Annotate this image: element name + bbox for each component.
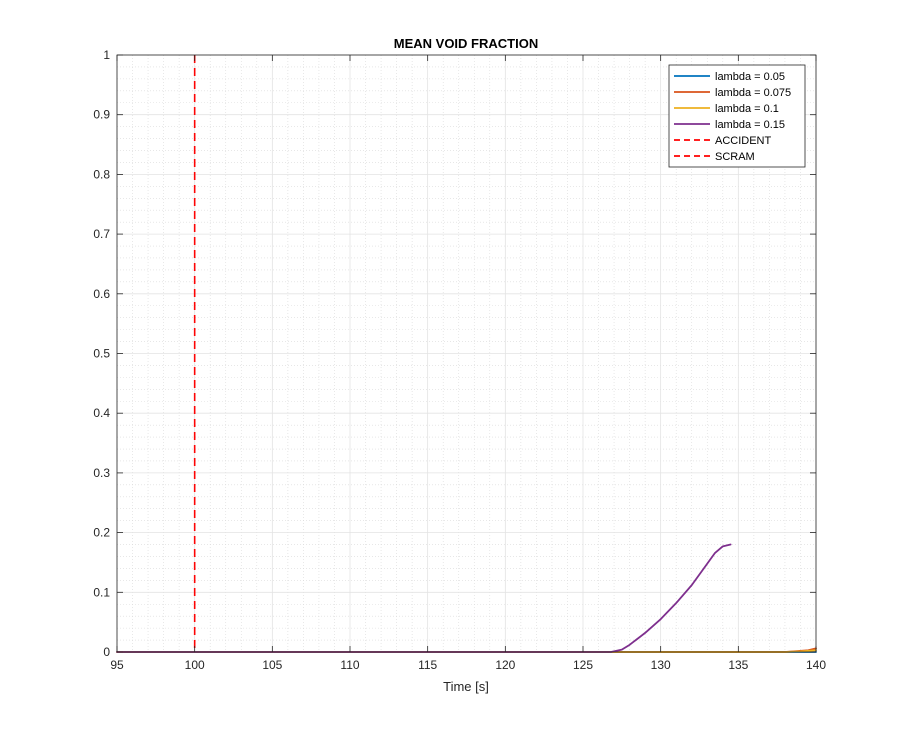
x-tick-label: 95: [110, 658, 124, 672]
y-tick-label: 0.8: [93, 167, 110, 181]
x-tick-label: 100: [185, 658, 205, 672]
legend-label: lambda = 0.1: [715, 103, 779, 115]
chart-title: MEAN VOID FRACTION: [394, 36, 538, 51]
y-tick-label: 0.4: [93, 406, 110, 420]
y-tick-label: 0.9: [93, 108, 110, 122]
x-tick-label: 105: [262, 658, 282, 672]
y-tick-label: 0.3: [93, 466, 110, 480]
legend-label: lambda = 0.075: [715, 87, 791, 99]
y-tick-label: 0.1: [93, 585, 110, 599]
y-tick-label: 0.2: [93, 526, 110, 540]
x-tick-label: 110: [340, 658, 359, 672]
legend-label: lambda = 0.15: [715, 119, 785, 131]
y-tick-label: 1: [103, 48, 110, 62]
y-tick-label: 0.6: [93, 287, 110, 301]
y-tick-label: 0.5: [93, 347, 110, 361]
y-tick-label: 0: [103, 645, 110, 659]
tick-labels: 95 100 105 110 115 120 125 130 135 140 0 0.1 0.2 0.3 0…: [93, 48, 826, 672]
legend-label: lambda = 0.05: [715, 71, 785, 83]
x-tick-label: 125: [573, 658, 593, 672]
x-tick-label: 115: [418, 658, 437, 672]
y-tick-label: 0.7: [93, 227, 110, 241]
legend-box: [668, 64, 806, 168]
x-tick-label: 130: [651, 658, 671, 672]
legend: lambda = 0.05 lambda = 0.075 lambda = 0.1 l…: [668, 64, 806, 168]
x-tick-label: 135: [728, 658, 748, 672]
x-axis-label: Time [s]: [443, 679, 489, 694]
legend-label: SCRAM: [715, 151, 755, 163]
x-tick-label: 140: [806, 658, 826, 672]
x-tick-label: 120: [495, 658, 515, 672]
legend-label: ACCIDENT: [715, 135, 772, 147]
